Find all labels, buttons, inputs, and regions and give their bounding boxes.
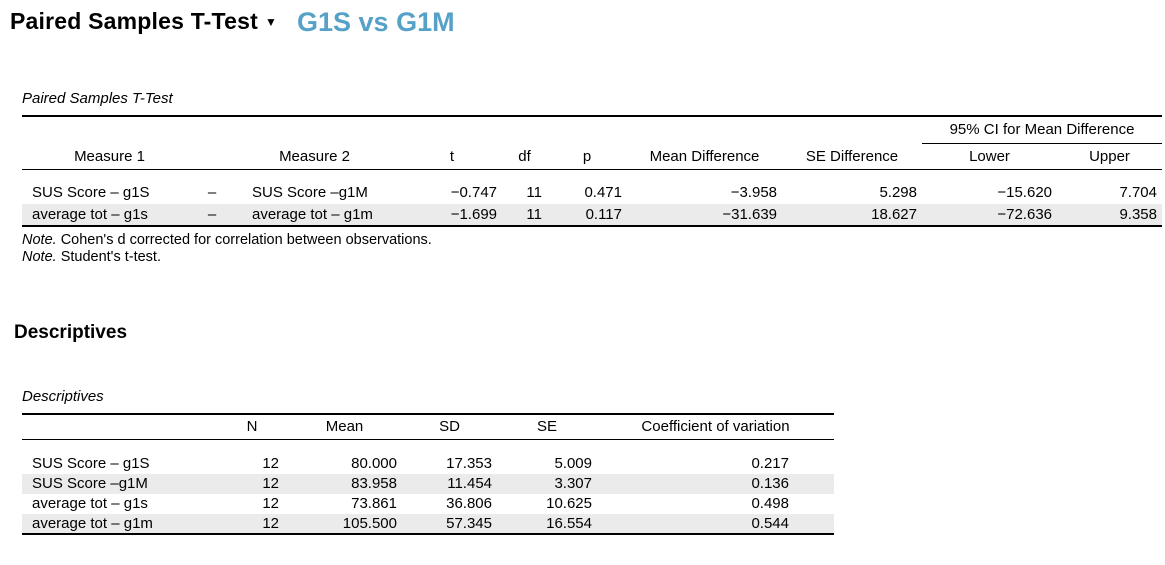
cell-measure2: average tot – g1m (252, 205, 373, 223)
table-row: average tot – g1s 12 73.861 36.806 10.62… (22, 494, 834, 514)
cell-se: 3.307 (554, 475, 592, 493)
note-line: Note. Cohen's d corrected for correlatio… (22, 232, 1155, 249)
cell-t: −1.699 (450, 205, 497, 223)
note-line: Note. Student's t-test. (22, 249, 1155, 266)
report-subtitle[interactable]: G1S vs G1M (297, 7, 455, 37)
cell-mean: 83.958 (351, 475, 397, 493)
note-label: Note. (22, 248, 57, 265)
col-header-cv: Coefficient of variation (597, 413, 834, 441)
cell-p: 0.117 (585, 205, 622, 223)
descriptives-table: N Mean SD SE Coefficient of variation SU… (22, 412, 834, 535)
analysis-title-label: Paired Samples T-Test (10, 8, 258, 34)
ttest-table-caption: Paired Samples T-Test (22, 89, 173, 107)
cell-n: 12 (262, 475, 279, 493)
cell-mean: 80.000 (351, 455, 397, 473)
col-header-sd: SD (402, 413, 497, 441)
cell-cv: 0.136 (751, 475, 789, 493)
cell-se: 5.009 (554, 455, 592, 473)
col-header-upper: Upper (1057, 143, 1162, 171)
cell-se: 16.554 (546, 514, 592, 532)
ttest-table: 95% CI for Mean Difference Measure 1 Mea… (22, 114, 1162, 227)
note-text: Cohen's d corrected for correlation betw… (56, 231, 432, 248)
cell-mean-difference: −3.958 (730, 184, 777, 202)
cell-measure1: average tot – g1s (32, 205, 148, 223)
analysis-header: Paired Samples T-Test ▼ G1S vs G1M (10, 7, 1155, 38)
col-header-mean: Mean (287, 413, 402, 441)
cell-separator: – (207, 205, 217, 223)
analysis-title[interactable]: Paired Samples T-Test ▼ (10, 8, 277, 35)
cell-se-difference: 5.298 (879, 184, 917, 202)
note-label: Note. (22, 231, 57, 248)
header-spacer-row (22, 169, 1162, 182)
cell-n: 12 (262, 455, 279, 473)
cell-sd: 17.353 (446, 455, 492, 473)
col-header-lower: Lower (922, 143, 1057, 171)
header-spacer-row (22, 439, 834, 454)
cell-mean: 73.861 (351, 495, 397, 513)
cell-upper: 7.704 (1119, 184, 1157, 202)
table-row: SUS Score – g1S – SUS Score –g1M −0.747 … (22, 182, 1162, 204)
table-row: average tot – g1s – average tot – g1m −1… (22, 203, 1162, 226)
col-header-p: p (547, 143, 627, 171)
cell-sd: 57.345 (446, 514, 492, 532)
cell-variable: average tot – g1m (32, 514, 153, 532)
cell-n: 12 (262, 495, 279, 513)
cell-sd: 36.806 (446, 495, 492, 513)
table-row: average tot – g1m 12 105.500 57.345 16.5… (22, 513, 834, 534)
ci-group-header: 95% CI for Mean Difference (922, 115, 1162, 145)
chevron-down-icon[interactable]: ▼ (264, 15, 278, 29)
cell-df: 11 (526, 205, 542, 223)
cell-p: 0.471 (584, 184, 622, 202)
cell-variable: average tot – g1s (32, 495, 148, 513)
col-header-variable (22, 413, 217, 441)
cell-df: 11 (526, 184, 542, 202)
cell-n: 12 (262, 514, 279, 532)
cell-measure2: SUS Score –g1M (252, 184, 368, 202)
table-row: SUS Score – g1S 12 80.000 17.353 5.009 0… (22, 454, 834, 474)
table-notes: Note. Cohen's d corrected for correlatio… (22, 232, 1155, 266)
col-header-mean-difference: Mean Difference (627, 143, 782, 171)
cell-measure1: SUS Score – g1S (32, 184, 150, 202)
group-header-spacer (22, 116, 922, 144)
col-header-sep (197, 143, 227, 171)
cell-lower: −15.620 (997, 184, 1052, 202)
cell-sd: 11.454 (447, 475, 492, 493)
results-page: Paired Samples T-Test ▼ G1S vs G1M Paired… (10, 7, 1162, 535)
cell-lower: −72.636 (997, 205, 1052, 223)
cell-variable: SUS Score –g1M (32, 475, 148, 493)
col-header-n: N (217, 413, 287, 441)
col-header-measure2: Measure 2 (227, 143, 402, 171)
table-row: SUS Score –g1M 12 83.958 11.454 3.307 0.… (22, 473, 834, 494)
cell-t: −0.747 (450, 184, 497, 202)
col-header-df: df (502, 143, 547, 171)
descriptives-heading: Descriptives (14, 321, 128, 343)
col-header-measure1: Measure 1 (22, 143, 197, 171)
ttest-header-row: Measure 1 Measure 2 t df p Mean Differen… (22, 143, 1162, 171)
col-header-t: t (402, 143, 502, 171)
cell-se-difference: 18.627 (871, 205, 917, 223)
col-header-se-difference: SE Difference (782, 143, 922, 171)
col-header-se: SE (497, 413, 597, 441)
cell-cv: 0.217 (751, 455, 789, 473)
cell-variable: SUS Score – g1S (32, 455, 150, 473)
cell-upper: 9.358 (1119, 205, 1157, 223)
ttest-group-header-row: 95% CI for Mean Difference (22, 115, 1162, 145)
cell-cv: 0.544 (751, 514, 789, 532)
cell-mean-difference: −31.639 (722, 205, 777, 223)
note-text: Student's t-test. (56, 248, 161, 265)
descriptives-header-row: N Mean SD SE Coefficient of variation (22, 413, 834, 441)
cell-separator: – (207, 184, 217, 202)
descriptives-table-caption: Descriptives (22, 387, 104, 405)
cell-mean: 105.500 (342, 514, 397, 532)
cell-cv: 0.498 (751, 495, 789, 513)
cell-se: 10.625 (546, 495, 592, 513)
